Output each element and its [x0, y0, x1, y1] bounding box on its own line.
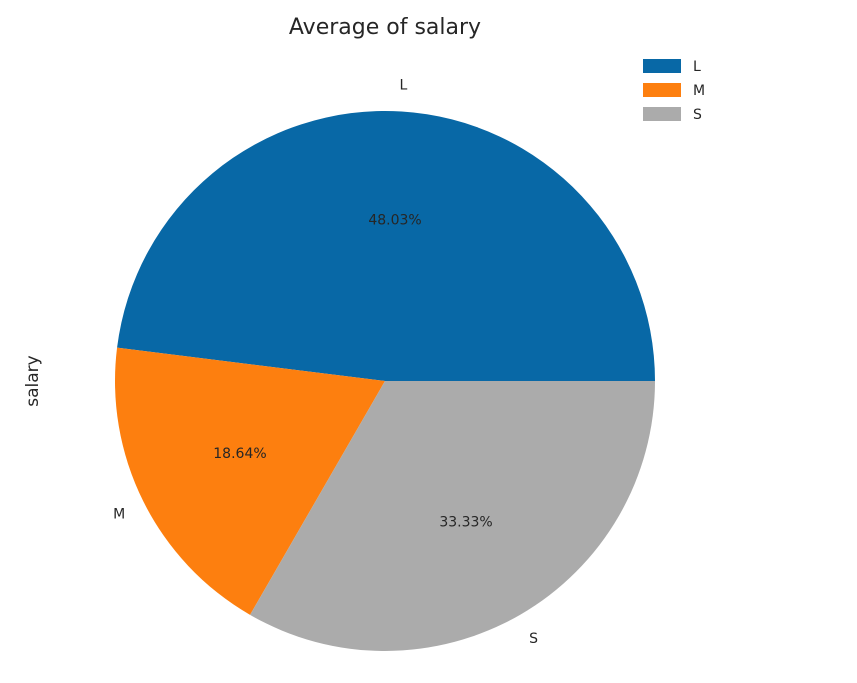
- slice-label-l: L: [399, 78, 407, 94]
- pie-slices: [115, 110, 655, 651]
- y-axis-label: salary: [23, 355, 43, 406]
- pie-slice-m: [115, 347, 385, 615]
- percent-label-s: 33.33%: [439, 514, 492, 530]
- legend-swatch-m: [643, 83, 681, 97]
- slice-label-s: S: [529, 631, 538, 647]
- pie-slice-s: [250, 381, 655, 651]
- legend-label-s: S: [693, 107, 702, 123]
- legend: LMS: [643, 59, 705, 123]
- legend-swatch-s: [643, 107, 681, 121]
- chart-title: Average of salary: [289, 15, 481, 40]
- legend-label-l: L: [693, 59, 701, 75]
- legend-swatch-l: [643, 59, 681, 73]
- legend-label-m: M: [693, 83, 705, 99]
- percent-label-l: 48.03%: [368, 212, 421, 228]
- slice-label-m: M: [113, 506, 125, 522]
- pie-slice-l: [117, 110, 655, 382]
- percent-label-m: 18.64%: [213, 446, 266, 462]
- pie-labels: L 48.03% M 18.64% S 33.33%: [113, 78, 538, 648]
